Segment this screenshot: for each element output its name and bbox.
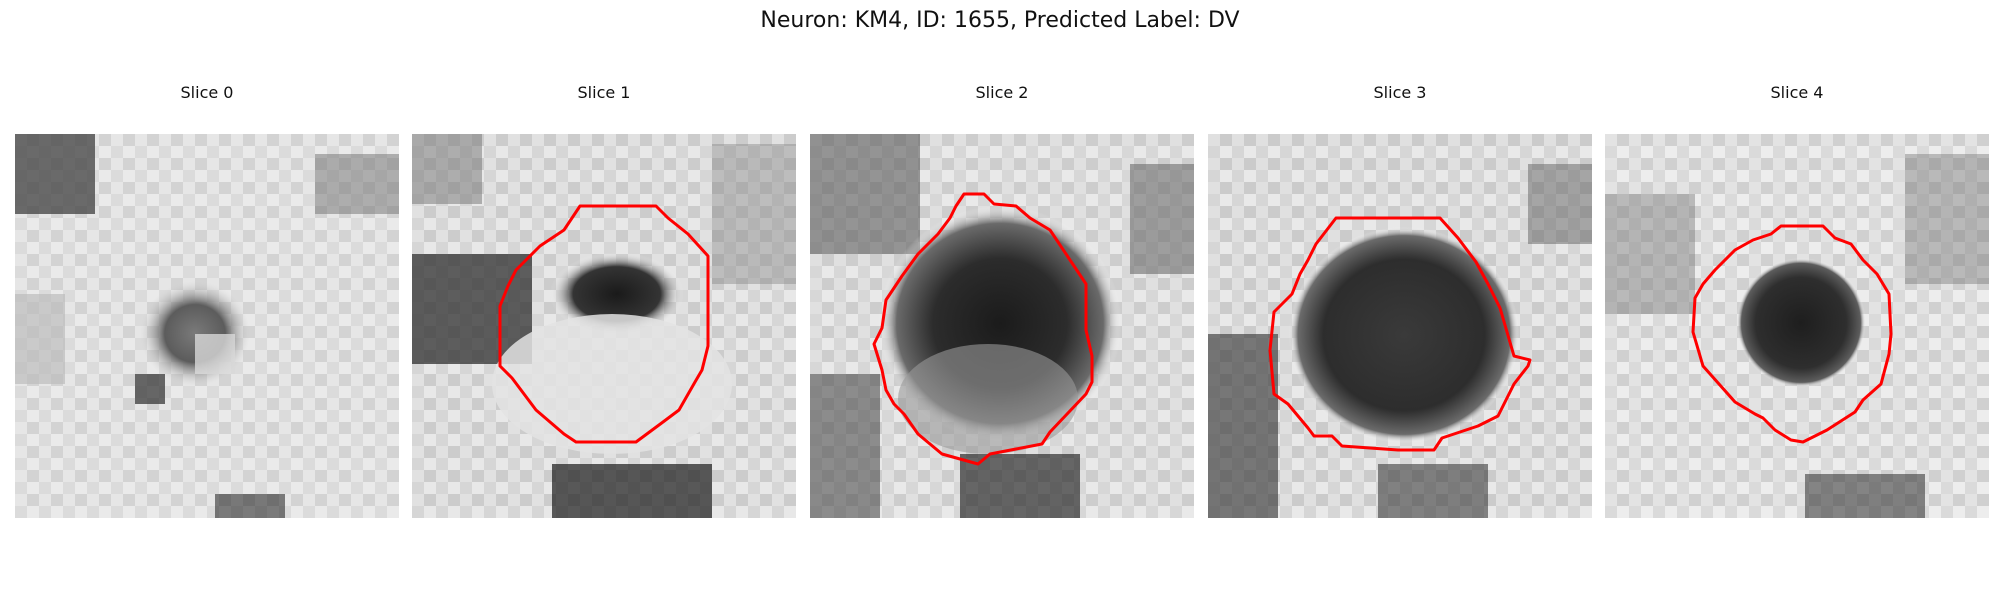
slice-image-0 [15, 134, 399, 518]
slice-title: Slice 0 [180, 83, 234, 102]
slice-title: Slice 2 [975, 83, 1029, 102]
slice-title: Slice 3 [1373, 83, 1427, 102]
slice-image-4 [1605, 134, 1989, 518]
contour-line [498, 204, 710, 444]
slice-image-2 [810, 134, 1194, 518]
figure-title: Neuron: KM4, ID: 1655, Predicted Label: … [760, 8, 1240, 33]
contour-line [1691, 224, 1893, 444]
slice-image-1 [412, 134, 796, 518]
slice-title: Slice 4 [1770, 83, 1824, 102]
slice-title: Slice 1 [577, 83, 631, 102]
contour-line [1268, 216, 1532, 452]
contour-line [872, 192, 1094, 466]
slice-image-3 [1208, 134, 1592, 518]
